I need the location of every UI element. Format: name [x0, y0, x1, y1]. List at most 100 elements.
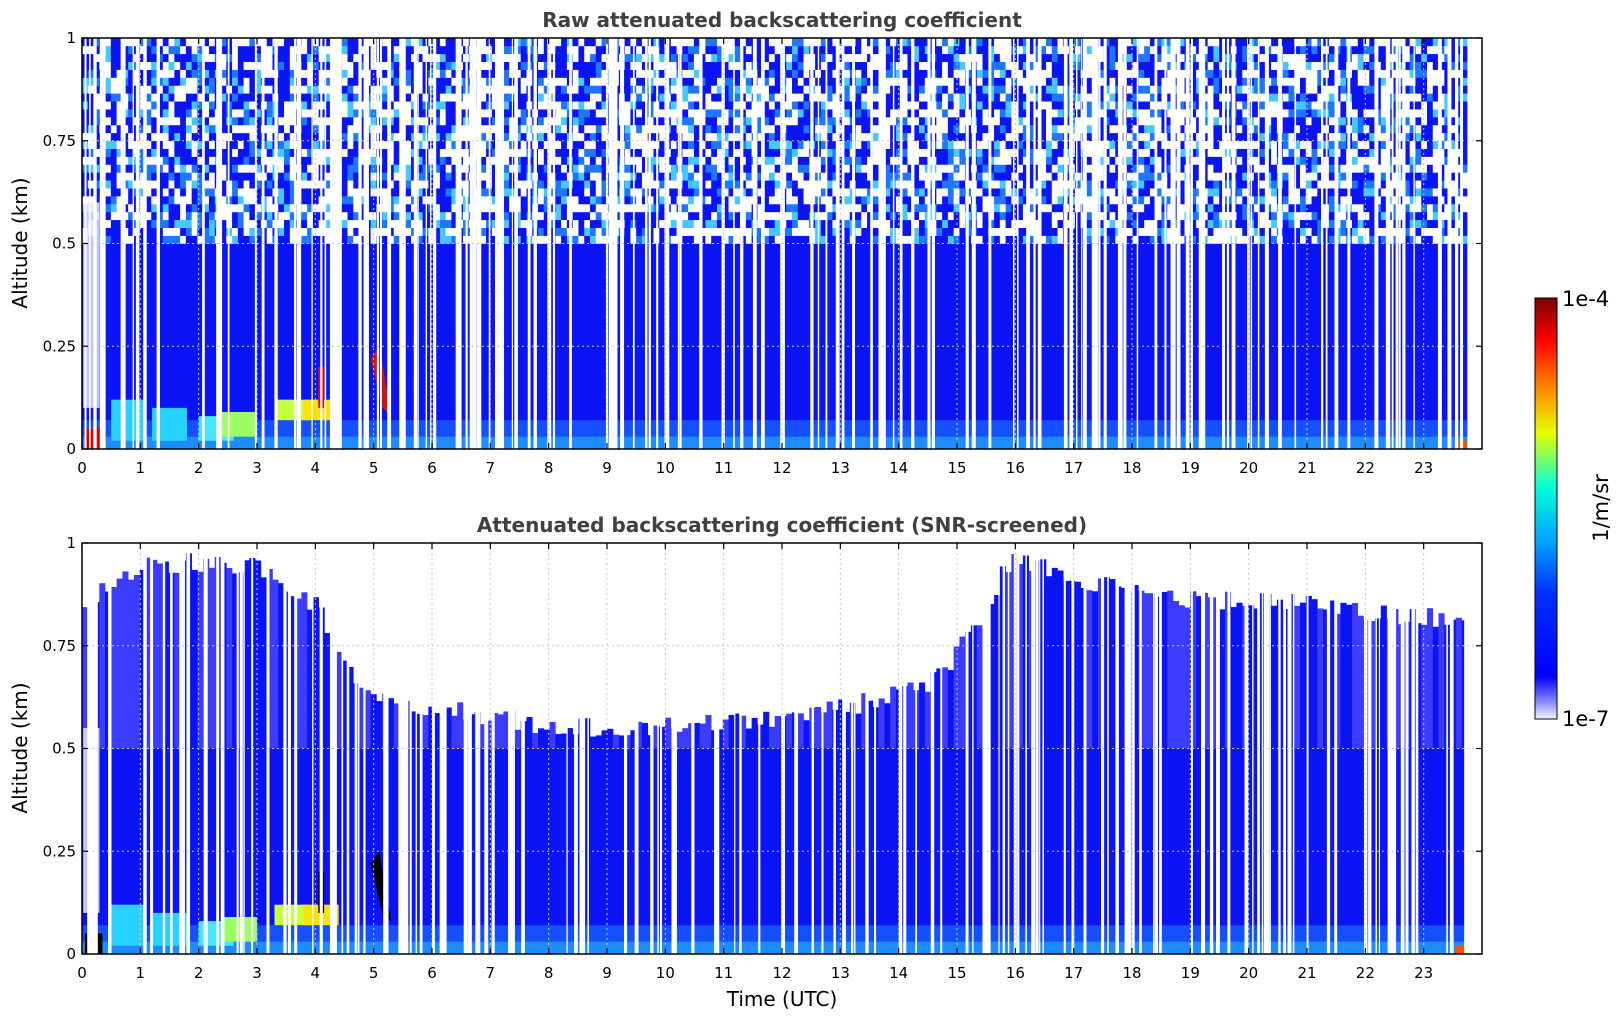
raw-noise-cell: [208, 156, 216, 165]
raw-noise-cell: [699, 45, 706, 55]
raw-noise-cell: [1086, 61, 1093, 70]
raw-noise-cell: [982, 93, 989, 102]
raw-noise-cell: [1149, 93, 1156, 102]
raw-noise-cell: [768, 77, 776, 86]
raw-noise-cell: [543, 132, 550, 142]
raw-noise-cell: [768, 93, 776, 102]
raw-noise-cell: [994, 38, 1001, 47]
raw-noise-cell: [994, 219, 1001, 228]
raw-noise-cell: [1149, 219, 1156, 228]
raw-noise-cell: [220, 77, 227, 86]
raw-noise-cell: [867, 45, 874, 55]
raw-noise-cell: [699, 180, 706, 189]
raw-noise-cell: [722, 188, 729, 197]
raw-noise-cell: [693, 172, 700, 181]
raw-noise-cell: [572, 53, 579, 63]
raw-noise-cell: [1051, 77, 1058, 86]
raw-noise-cell: [1126, 148, 1133, 157]
raw-noise-cell: [1034, 77, 1041, 86]
raw-noise-cell: [185, 93, 192, 102]
raw-noise-cell: [162, 45, 169, 55]
raw-noise-cell: [1040, 132, 1047, 142]
raw-noise-cell: [832, 117, 839, 126]
raw-noise-cell: [832, 172, 839, 181]
raw-noise-cell: [538, 211, 545, 221]
raw-noise-cell: [659, 77, 666, 86]
raw-noise-cell: [301, 69, 308, 78]
raw-backscatter-panel: Raw attenuated backscattering coefficien…: [8, 8, 1483, 477]
raw-noise-cell: [1074, 156, 1081, 165]
raw-noise-cell: [543, 196, 550, 205]
raw-noise-cell: [555, 188, 562, 197]
raw-noise-cell: [1086, 203, 1093, 213]
raw-noise-cell: [145, 69, 152, 78]
raw-noise-cell: [722, 132, 729, 142]
raw-noise-cell: [549, 117, 556, 126]
raw-noise-cell: [538, 164, 545, 173]
raw-noise-cell: [110, 156, 117, 165]
raw-noise-cell: [872, 140, 879, 149]
raw-noise-cell: [907, 235, 914, 244]
raw-noise-cell: [307, 109, 314, 118]
raw-noise-cell: [682, 235, 689, 244]
raw-noise-cell: [919, 45, 926, 55]
raw-noise-cell: [451, 132, 458, 142]
raw-noise-cell: [1040, 38, 1047, 47]
raw-noise-cell: [1144, 156, 1151, 165]
raw-noise-cell: [237, 140, 244, 149]
raw-noise-cell: [555, 38, 562, 47]
raw-noise-cell: [919, 38, 926, 47]
raw-noise-cell: [838, 109, 845, 118]
raw-noise-cell: [734, 172, 741, 181]
raw-noise-cell: [792, 101, 799, 110]
raw-noise-cell: [162, 203, 169, 213]
raw-noise-cell: [641, 132, 649, 142]
raw-noise-cell: [289, 203, 296, 213]
raw-noise-cell: [353, 117, 360, 126]
raw-noise-cell: [884, 101, 891, 110]
raw-noise-cell: [220, 124, 227, 134]
raw-noise-cell: [959, 188, 966, 197]
raw-noise-cell: [699, 117, 706, 126]
raw-noise-cell: [1126, 164, 1133, 173]
raw-noise-cell: [1046, 203, 1053, 213]
raw-noise-cell: [116, 101, 123, 110]
raw-noise-cell: [543, 211, 550, 221]
raw-noise-cell: [1097, 45, 1105, 55]
raw-noise-cell: [289, 109, 296, 118]
raw-noise-cell: [376, 227, 383, 236]
raw-noise-cell: [220, 219, 227, 228]
raw-noise-cell: [705, 109, 712, 118]
raw-noise-cell: [1074, 132, 1081, 142]
raw-noise-cell: [347, 109, 354, 118]
raw-noise-cell: [249, 53, 256, 63]
raw-noise-cell: [428, 69, 435, 78]
raw-noise-cell: [422, 61, 429, 70]
raw-noise-cell: [491, 235, 498, 244]
raw-noise-cell: [722, 77, 729, 86]
raw-noise-cell: [289, 156, 296, 165]
raw-noise-cell: [151, 180, 158, 189]
raw-noise-cell: [1057, 148, 1064, 157]
raw-noise-cell: [1097, 156, 1105, 165]
raw-noise-cell: [768, 85, 776, 94]
raw-noise-cell: [191, 148, 198, 157]
raw-noise-cell: [1103, 61, 1110, 70]
raw-noise-cell: [434, 124, 441, 134]
raw-noise-cell: [826, 211, 833, 221]
raw-noise-cell: [151, 211, 158, 221]
raw-noise-cell: [145, 211, 152, 221]
raw-noise-cell: [861, 85, 868, 94]
raw-noise-cell: [249, 172, 256, 181]
raw-noise-cell: [278, 38, 285, 47]
raw-noise-cell: [561, 77, 568, 86]
raw-noise-cell: [1074, 227, 1081, 236]
raw-noise-cell: [243, 132, 250, 142]
raw-noise-cell: [757, 117, 764, 126]
raw-noise-cell: [601, 61, 608, 70]
raw-noise-cell: [843, 69, 851, 78]
raw-noise-cell: [976, 124, 983, 134]
raw-noise-cell: [624, 203, 631, 213]
raw-noise-cell: [341, 38, 348, 47]
raw-noise-cell: [543, 93, 550, 102]
